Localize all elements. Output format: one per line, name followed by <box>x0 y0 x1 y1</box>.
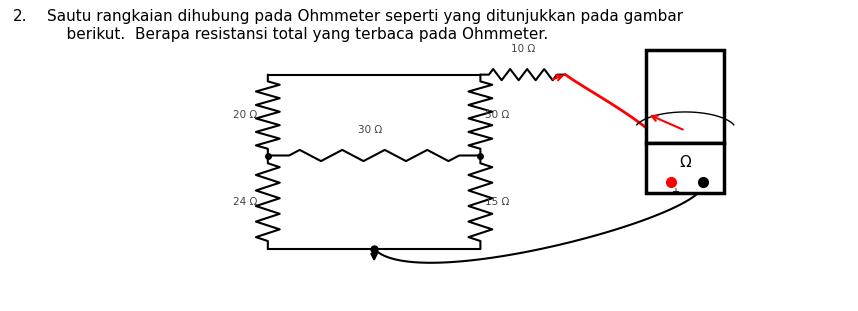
Text: 24 Ω: 24 Ω <box>233 197 257 207</box>
Text: +: + <box>671 187 679 197</box>
Bar <box>646 50 724 143</box>
Bar <box>646 143 724 193</box>
Text: 30 Ω: 30 Ω <box>358 125 382 135</box>
Text: 2.: 2. <box>13 9 27 24</box>
Text: 50 Ω: 50 Ω <box>486 110 510 120</box>
Text: Ω: Ω <box>680 156 692 170</box>
Text: Sautu rangkaian dihubung pada Ohmmeter seperti yang ditunjukkan pada gambar
    : Sautu rangkaian dihubung pada Ohmmeter s… <box>47 9 683 42</box>
Text: 20 Ω: 20 Ω <box>233 110 257 120</box>
Text: 15 Ω: 15 Ω <box>486 197 510 207</box>
Text: 10 Ω: 10 Ω <box>511 44 535 54</box>
